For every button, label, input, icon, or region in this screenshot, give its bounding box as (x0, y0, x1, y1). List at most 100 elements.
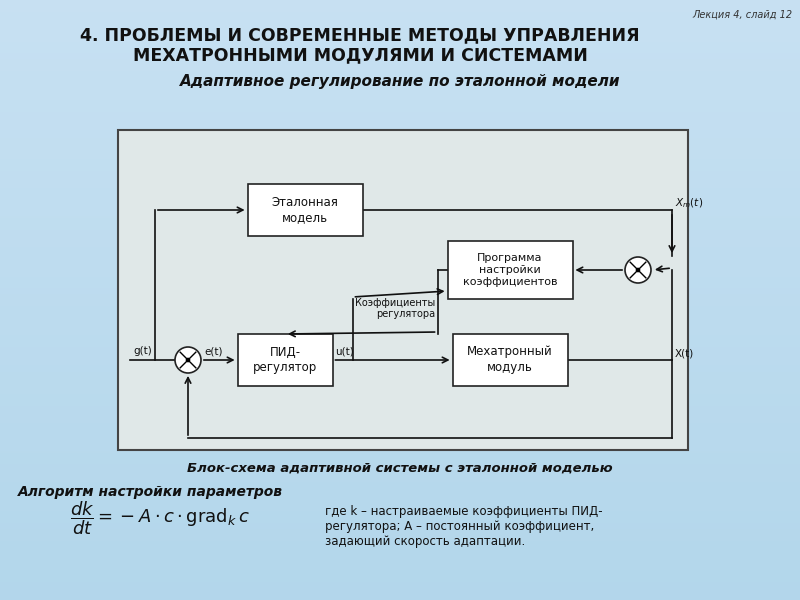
Bar (0, 150, 800, 151)
Bar (0, 567, 800, 568)
Bar (0, 572, 800, 573)
Bar (0, 559, 800, 560)
Bar (0, 258, 800, 259)
Bar (0, 113, 800, 114)
Bar (0, 453, 800, 454)
Bar (0, 340, 800, 341)
Bar (0, 598, 800, 599)
Bar (0, 251, 800, 252)
Bar (0, 27, 800, 28)
Bar (0, 179, 800, 180)
Bar (447, 241, 573, 299)
Bar (0, 426, 800, 427)
Bar (0, 383, 800, 384)
Bar (0, 555, 800, 556)
Bar (0, 36, 800, 37)
Bar (0, 327, 800, 328)
Bar (0, 255, 800, 256)
Bar (0, 337, 800, 338)
Bar (0, 248, 800, 249)
Bar (0, 498, 800, 499)
Bar (0, 590, 800, 591)
Bar (0, 387, 800, 388)
Bar (0, 385, 800, 386)
Bar (0, 393, 800, 394)
Bar (0, 132, 800, 133)
Bar (0, 328, 800, 329)
Bar (0, 105, 800, 106)
Bar (0, 379, 800, 380)
Bar (0, 589, 800, 590)
Bar (0, 271, 800, 272)
Bar (0, 594, 800, 595)
Bar (0, 444, 800, 445)
Bar (0, 429, 800, 430)
Bar (0, 578, 800, 579)
Bar (0, 538, 800, 539)
Bar (0, 401, 800, 402)
Bar (0, 524, 800, 525)
Bar (0, 321, 800, 322)
Bar (0, 183, 800, 184)
Bar (0, 143, 800, 144)
Bar (0, 584, 800, 585)
Bar (0, 295, 800, 296)
Bar (0, 481, 800, 482)
Text: ПИД-
регулятор: ПИД- регулятор (253, 346, 317, 374)
Bar (0, 215, 800, 216)
Bar (0, 574, 800, 575)
Bar (0, 219, 800, 220)
Bar (0, 412, 800, 413)
Bar (0, 361, 800, 362)
Bar (0, 508, 800, 509)
Bar (0, 553, 800, 554)
Bar (0, 499, 800, 500)
Bar (0, 37, 800, 38)
Text: $\dfrac{dk}{dt} = -A \cdot c \cdot \mathrm{grad}_k\, c$: $\dfrac{dk}{dt} = -A \cdot c \cdot \math… (70, 499, 250, 537)
Bar (0, 131, 800, 132)
Circle shape (175, 347, 201, 373)
Bar (0, 448, 800, 449)
Bar (0, 547, 800, 548)
Bar (0, 451, 800, 452)
Bar (0, 243, 800, 244)
Bar (0, 341, 800, 342)
Bar (0, 62, 800, 63)
Bar (0, 162, 800, 163)
Bar (0, 136, 800, 137)
Bar (0, 288, 800, 289)
Bar (0, 480, 800, 481)
Bar (0, 307, 800, 308)
Bar (0, 64, 800, 65)
Bar (0, 517, 800, 518)
Bar (0, 103, 800, 104)
Bar (0, 71, 800, 72)
Bar (0, 87, 800, 88)
Bar (0, 464, 800, 465)
Bar (0, 206, 800, 207)
Bar (0, 576, 800, 577)
Bar (0, 554, 800, 555)
Bar (0, 256, 800, 257)
Bar (0, 174, 800, 175)
Bar (0, 79, 800, 80)
Bar (0, 516, 800, 517)
Text: 4. ПРОБЛЕМЫ И СОВРЕМЕННЫЕ МЕТОДЫ УПРАВЛЕНИЯ: 4. ПРОБЛЕМЫ И СОВРЕМЕННЫЕ МЕТОДЫ УПРАВЛЕ… (80, 26, 640, 44)
Bar (0, 298, 800, 299)
Bar (0, 465, 800, 466)
Bar (0, 22, 800, 23)
Bar (0, 297, 800, 298)
Bar (0, 207, 800, 208)
Bar (0, 495, 800, 496)
Text: Программа
настройки
коэффициентов: Программа настройки коэффициентов (462, 253, 558, 287)
Bar (0, 225, 800, 226)
Bar (0, 238, 800, 239)
Text: Мехатронный
модуль: Мехатронный модуль (467, 346, 553, 374)
Bar (0, 157, 800, 158)
Bar (0, 6, 800, 7)
Bar (0, 456, 800, 457)
Bar (0, 235, 800, 236)
Bar (0, 134, 800, 135)
Bar (0, 527, 800, 528)
Bar (0, 352, 800, 353)
